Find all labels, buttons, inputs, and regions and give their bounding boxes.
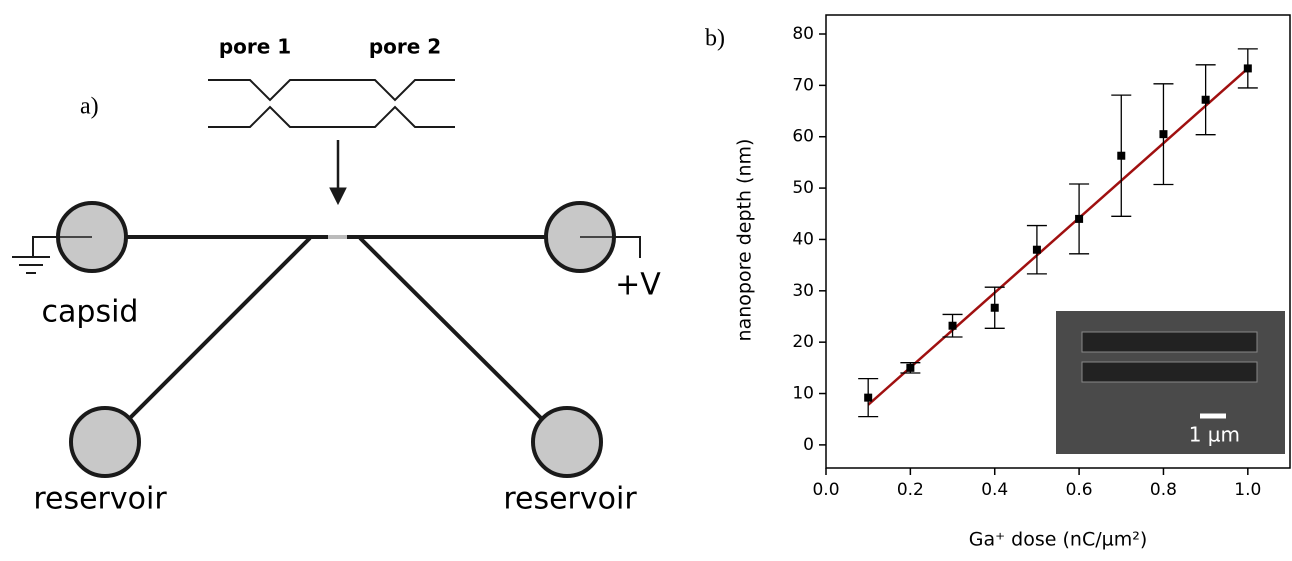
point [1244,64,1252,72]
inset-label: 1 µm [1189,423,1240,447]
well [533,408,601,476]
point [1202,96,1210,104]
figure: pore 1 pore 2 a) capsid reservoir reserv… [0,0,1292,557]
voltage-label: +V [615,268,661,303]
panel-label: b) [705,26,725,52]
y-tick-label: 60 [792,127,814,147]
channel [128,238,310,420]
point [949,322,957,330]
point [864,394,872,402]
pore-bottom [208,107,455,127]
well [71,408,139,476]
inset [1056,311,1285,454]
arrowhead [330,188,346,204]
node-label: reservoir [503,482,637,517]
pore-label: pore 2 [369,35,441,59]
page: pore 1 pore 2 a) capsid reservoir reserv… [0,0,1292,557]
x-axis-title: Ga⁺ dose (nC/µm²) [969,529,1148,551]
y-tick-label: 80 [792,24,814,44]
x-tick-label: 0.6 [1066,480,1093,500]
y-tick-label: 70 [792,75,814,95]
y-tick-label: 10 [792,384,814,404]
point [1075,215,1083,223]
point [906,364,914,372]
pore-top [208,80,455,100]
point [991,304,999,312]
x-tick-label: 1.0 [1234,480,1261,500]
pore-label: pore 1 [219,35,291,59]
x-tick-label: 0.4 [981,480,1008,500]
trench [1082,332,1257,352]
point [1033,246,1041,254]
y-axis-title: nanopore depth (nm) [734,139,756,342]
point [1117,152,1125,160]
point [1159,130,1167,138]
x-tick-label: 0.0 [812,480,839,500]
panel-label: a) [80,94,99,120]
y-tick-label: 40 [792,229,814,249]
y-tick-label: 20 [792,332,814,352]
x-tick-label: 0.2 [897,480,924,500]
y-tick-label: 30 [792,281,814,301]
x-tick-label: 0.8 [1150,480,1177,500]
diagram [12,80,640,476]
channel [360,238,543,420]
trench [1082,362,1257,382]
y-tick-label: 50 [792,178,814,198]
y-tick-label: 0 [803,435,814,455]
node-label: capsid [42,295,139,330]
node-label: reservoir [33,482,167,517]
